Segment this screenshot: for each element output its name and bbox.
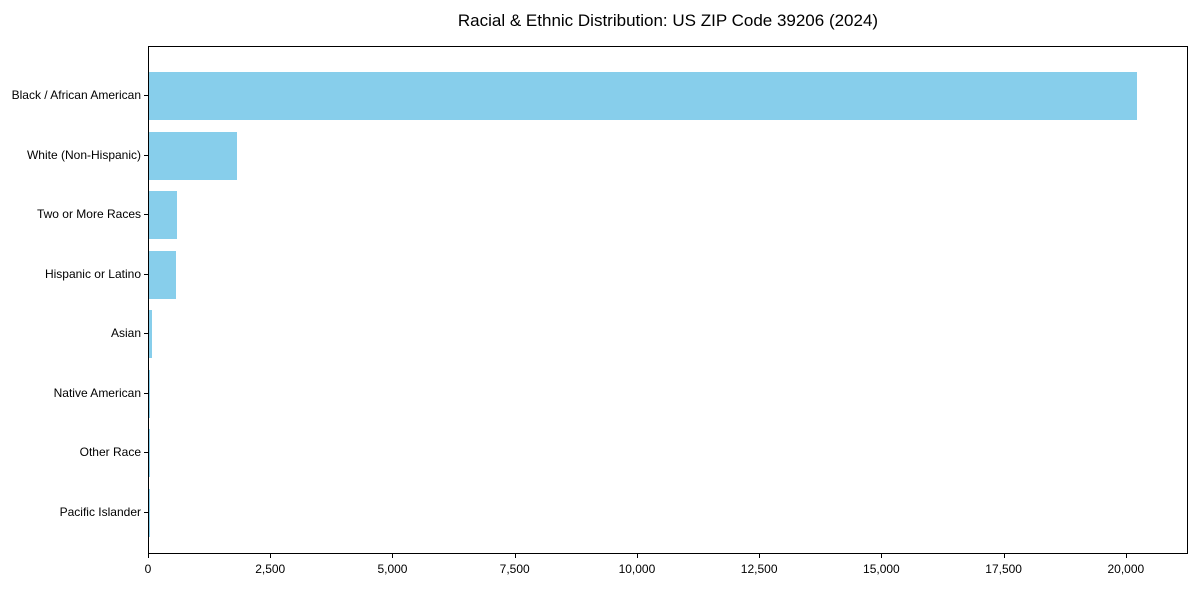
y-tick-mark bbox=[144, 273, 148, 275]
x-tick-label-5000: 5,000 bbox=[377, 562, 408, 576]
bar-white-non-hispanic bbox=[149, 131, 237, 180]
x-tick-mark bbox=[759, 554, 761, 558]
x-tick-mark bbox=[392, 554, 394, 558]
bar-native-american bbox=[149, 369, 150, 418]
y-tick-label-native-american: Native American bbox=[53, 385, 141, 400]
x-tick-mark bbox=[1125, 554, 1127, 558]
y-tick-mark bbox=[144, 154, 148, 156]
y-tick-mark bbox=[144, 452, 148, 453]
x-tick-mark bbox=[636, 554, 638, 558]
y-tick-label-hispanic-or-latino: Hispanic or Latino bbox=[44, 266, 141, 281]
x-tick-label-7500: 7,500 bbox=[499, 562, 530, 576]
x-tick-label-0: 0 bbox=[144, 562, 152, 576]
x-tick-label-2500: 2,500 bbox=[255, 562, 286, 576]
x-tick-label-10000: 10,000 bbox=[618, 562, 656, 576]
y-tick-mark bbox=[144, 392, 148, 394]
y-tick-mark bbox=[144, 214, 148, 215]
bar-black-african-american bbox=[149, 72, 1137, 120]
bar-asian bbox=[149, 310, 152, 358]
x-tick-mark bbox=[514, 554, 516, 558]
x-tick-mark bbox=[148, 554, 149, 558]
plot-area bbox=[148, 46, 1188, 554]
y-tick-mark bbox=[144, 511, 148, 513]
x-tick-label-15000: 15,000 bbox=[863, 562, 900, 576]
x-tick-label-12500: 12,500 bbox=[740, 562, 778, 576]
y-tick-label-pacific-islander: Pacific Islander bbox=[59, 504, 141, 519]
x-tick-mark bbox=[881, 554, 883, 558]
x-tick-mark bbox=[270, 554, 272, 558]
chart-title: Racial & Ethnic Distribution: US ZIP Cod… bbox=[457, 11, 879, 30]
y-tick-label-two-or-more-races: Two or More Races bbox=[36, 207, 141, 221]
bar-two-or-more-races bbox=[149, 191, 178, 239]
bar-hispanic-or-latino bbox=[149, 250, 176, 299]
y-tick-label-other-race: Other Race bbox=[79, 445, 141, 459]
x-tick-label-17500: 17,500 bbox=[985, 562, 1022, 576]
y-tick-label-black-african-american: Black / African American bbox=[11, 88, 141, 102]
x-tick-mark bbox=[1003, 554, 1005, 558]
y-tick-label-asian: Asian bbox=[110, 326, 141, 340]
y-tick-mark bbox=[144, 333, 148, 334]
y-tick-mark bbox=[144, 95, 148, 96]
y-tick-label-white-non-hispanic: White (Non-Hispanic) bbox=[26, 147, 141, 162]
x-tick-label-20000: 20,000 bbox=[1107, 562, 1145, 576]
